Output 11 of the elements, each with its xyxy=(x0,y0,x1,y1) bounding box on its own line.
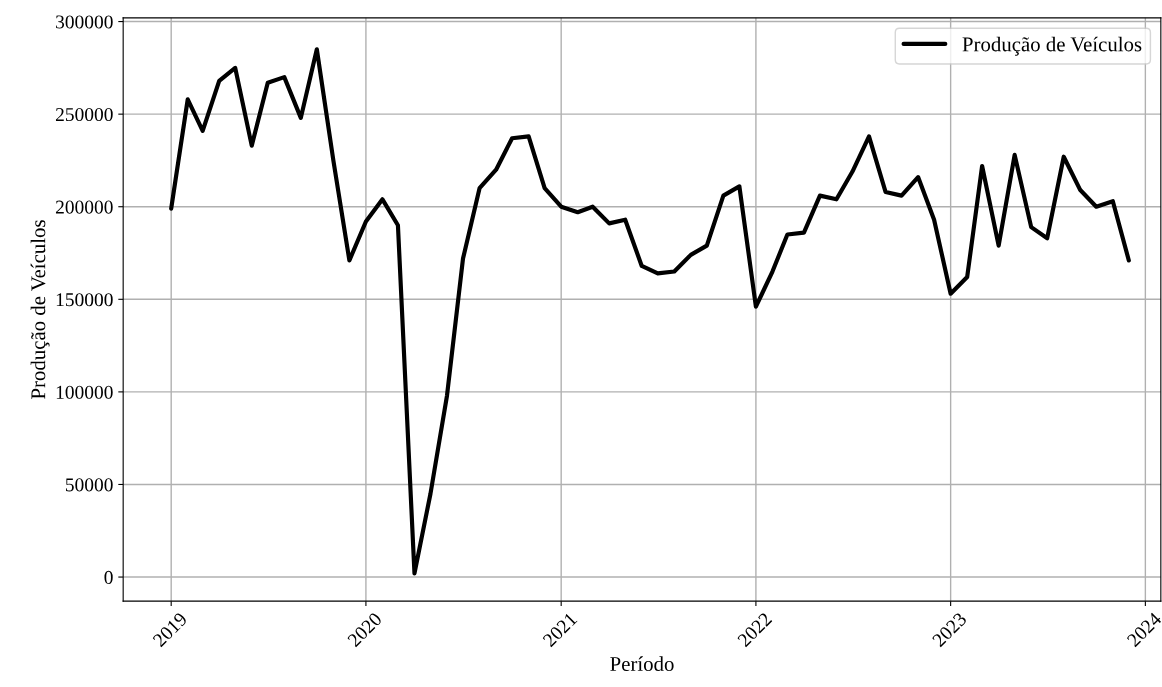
y-tick-label: 0 xyxy=(104,570,113,584)
y-tick-label: 150000 xyxy=(56,293,113,307)
y-tick-label: 50000 xyxy=(65,478,113,492)
y-axis-title: Produção de Veículos xyxy=(30,220,50,399)
y-tick-label: 250000 xyxy=(55,107,113,122)
y-tick-label: 100000 xyxy=(56,385,113,399)
y-tick-label: 300000 xyxy=(56,15,113,29)
x-tick-label: 2021 xyxy=(542,612,578,648)
legend-label: Produção de Veículos xyxy=(962,36,1142,56)
y-tick-label: 200000 xyxy=(55,200,113,214)
x-axis-title: Período xyxy=(610,656,674,672)
